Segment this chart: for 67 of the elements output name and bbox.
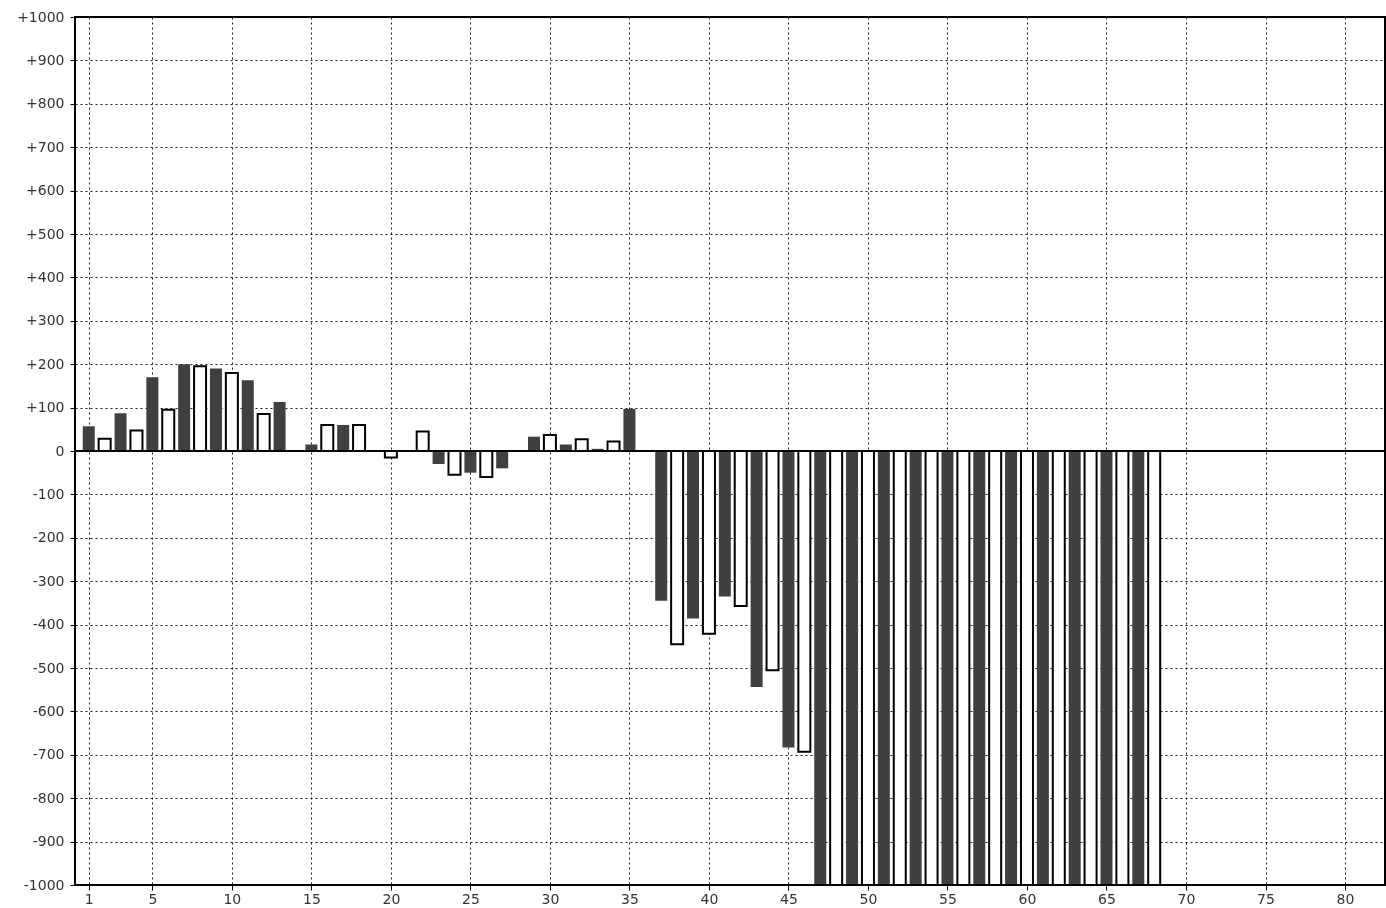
bar bbox=[846, 451, 859, 885]
x-tick-label: 5 bbox=[148, 890, 158, 907]
y-tick-label: -100 bbox=[32, 485, 65, 502]
y-tick-label: -1000 bbox=[23, 876, 65, 893]
x-tick-label: 75 bbox=[1257, 890, 1275, 907]
bar bbox=[432, 451, 445, 465]
bar bbox=[1036, 451, 1049, 885]
x-tick-label: 65 bbox=[1098, 890, 1116, 907]
y-tick-label: 0 bbox=[55, 442, 65, 459]
bar bbox=[750, 451, 763, 688]
x-tick-label: 30 bbox=[541, 890, 560, 907]
x-tick-label: 60 bbox=[1018, 890, 1037, 907]
bar bbox=[146, 377, 159, 451]
y-tick-label: -800 bbox=[32, 789, 65, 806]
y-tick-label: -500 bbox=[32, 659, 65, 676]
y-tick-label: +600 bbox=[26, 182, 65, 199]
y-tick-label: +700 bbox=[26, 138, 65, 155]
y-tick-label: -400 bbox=[32, 616, 65, 633]
bar bbox=[782, 451, 795, 748]
bar bbox=[273, 401, 286, 451]
bar bbox=[337, 424, 350, 451]
bar bbox=[877, 451, 890, 885]
x-tick-label: 45 bbox=[780, 890, 798, 907]
bar bbox=[623, 408, 636, 451]
bar bbox=[973, 451, 986, 885]
bar bbox=[464, 451, 477, 473]
x-tick-label: 80 bbox=[1336, 890, 1355, 907]
bar bbox=[941, 451, 954, 885]
bar bbox=[1068, 451, 1081, 885]
bar bbox=[687, 451, 700, 619]
y-tick-label: +800 bbox=[26, 95, 65, 112]
bar bbox=[718, 451, 731, 597]
y-tick-label: +300 bbox=[26, 312, 65, 329]
bar bbox=[114, 413, 127, 451]
bar bbox=[178, 364, 191, 451]
x-tick-label: 1 bbox=[84, 890, 94, 907]
y-tick-label: -200 bbox=[32, 529, 65, 546]
y-tick-label: -900 bbox=[32, 833, 65, 850]
x-tick-label: 15 bbox=[302, 890, 321, 907]
y-tick-label: -600 bbox=[32, 702, 65, 719]
y-tick-label: +1000 bbox=[17, 8, 65, 25]
y-tick-label: +200 bbox=[26, 355, 65, 372]
y-tick-label: -300 bbox=[32, 572, 65, 589]
bar bbox=[909, 451, 922, 885]
x-tick-label: 25 bbox=[461, 890, 480, 907]
x-tick-label: 10 bbox=[223, 890, 242, 907]
x-tick-label: 70 bbox=[1177, 890, 1196, 907]
bar bbox=[655, 451, 668, 601]
bar bbox=[209, 368, 222, 451]
bar bbox=[1005, 451, 1018, 885]
y-tick-label: +100 bbox=[26, 399, 65, 416]
y-tick-label: +400 bbox=[26, 268, 65, 285]
x-tick-label: 35 bbox=[621, 890, 639, 907]
bar bbox=[1132, 451, 1145, 885]
bar bbox=[496, 451, 509, 469]
bar bbox=[82, 426, 95, 451]
bar bbox=[241, 380, 254, 451]
y-tick-label: +500 bbox=[26, 225, 65, 242]
bar bbox=[1100, 451, 1113, 885]
x-tick-label: 20 bbox=[382, 890, 401, 907]
bar bbox=[528, 436, 541, 451]
x-tick-label: 40 bbox=[700, 890, 719, 907]
bar bbox=[814, 451, 827, 885]
y-tick-label: +900 bbox=[26, 51, 65, 68]
x-tick-label: 50 bbox=[859, 890, 878, 907]
y-tick-label: -700 bbox=[32, 746, 65, 763]
x-tick-label: 55 bbox=[939, 890, 957, 907]
